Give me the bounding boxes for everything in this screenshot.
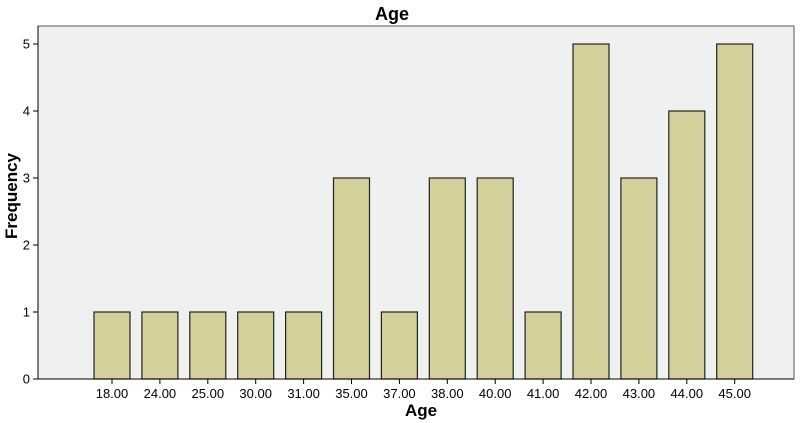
- x-axis-title: Age: [405, 401, 437, 420]
- bar-31.00: [285, 311, 323, 380]
- bar-35.00: [332, 177, 371, 380]
- x-tick-label: 40.00: [479, 386, 512, 401]
- x-tick-label: 35.00: [335, 386, 368, 401]
- bar-18.00: [93, 311, 131, 380]
- bar-44.00: [668, 110, 706, 380]
- bar-42.00: [572, 43, 610, 380]
- x-tick-label: 25.00: [192, 386, 225, 401]
- x-tick-label: 37.00: [383, 386, 416, 401]
- y-tick-label: 0: [23, 372, 30, 387]
- bar-24.00: [141, 311, 179, 380]
- bar-41.00: [524, 311, 562, 380]
- y-tick-label: 2: [23, 238, 30, 253]
- bar-45.00: [716, 43, 754, 380]
- x-tick-label: 42.00: [575, 386, 608, 401]
- y-tick-label: 5: [23, 37, 30, 52]
- x-tick-label: 24.00: [144, 386, 177, 401]
- bar-40.00: [476, 177, 514, 380]
- x-tick-label: 44.00: [671, 386, 704, 401]
- y-tick-label: 3: [23, 171, 30, 186]
- bar-43.00: [620, 177, 658, 380]
- bar-38.00: [428, 177, 466, 380]
- bar-37.00: [380, 311, 418, 380]
- chart-title: Age: [375, 4, 409, 24]
- x-tick-label: 43.00: [623, 386, 656, 401]
- y-axis: 0 1 2 3 4 5: [23, 37, 38, 387]
- bar-series: [93, 43, 754, 380]
- bar-30.00: [237, 311, 275, 380]
- bar-25.00: [189, 311, 227, 380]
- x-tick-label: 41.00: [527, 386, 560, 401]
- x-axis: 18.00 24.00 25.00 30.00 31.00 35.00 37.00 38.00…: [96, 379, 751, 401]
- x-tick-label: 45.00: [718, 386, 751, 401]
- x-tick-label: 18.00: [96, 386, 129, 401]
- y-tick-label: 1: [23, 305, 30, 320]
- y-axis-title: Frequency: [2, 152, 21, 239]
- x-tick-label: 38.00: [431, 386, 464, 401]
- x-tick-label: 30.00: [239, 386, 272, 401]
- y-tick-label: 4: [23, 104, 30, 119]
- x-tick-label: 31.00: [287, 386, 320, 401]
